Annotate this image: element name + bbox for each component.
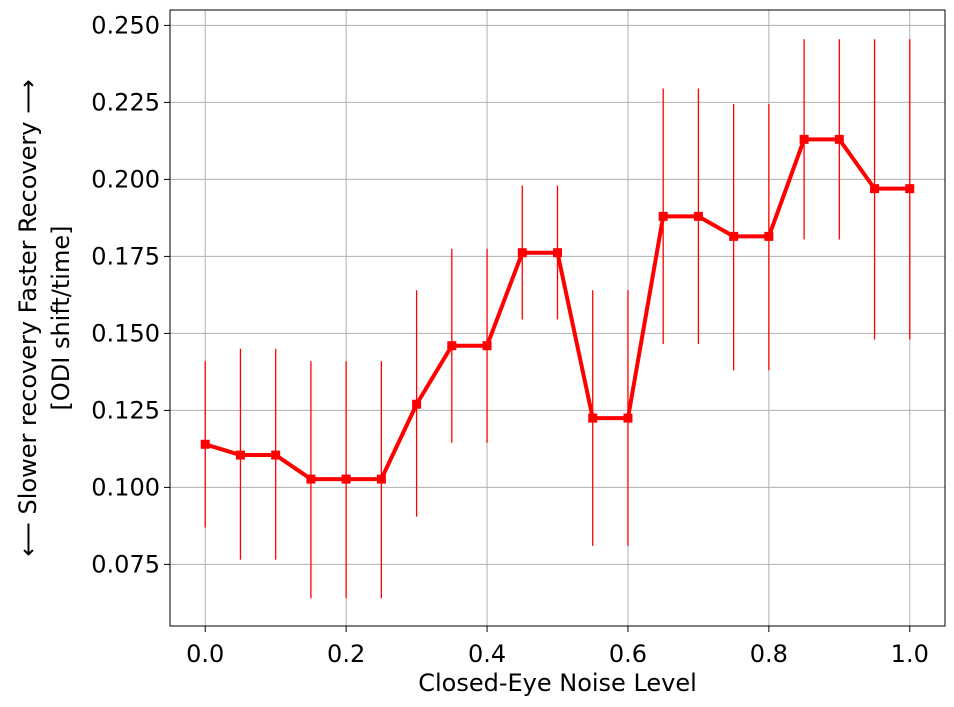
y-axis-label-line1: ⟵ Slower recovery Faster Recovery ⟶	[14, 80, 42, 557]
x-tick-label: 0.0	[186, 640, 224, 668]
x-tick-label: 0.4	[468, 640, 506, 668]
data-point	[870, 184, 880, 194]
x-axis-label: Closed-Eye Noise Level	[418, 669, 697, 697]
plot-frame	[169, 9, 946, 627]
data-point	[200, 439, 210, 449]
data-point	[376, 474, 386, 484]
series-layer	[200, 134, 915, 484]
data-point	[623, 413, 633, 423]
x-tick-label: 0.2	[327, 640, 365, 668]
data-point	[658, 211, 668, 221]
y-tick-label: 0.125	[91, 396, 160, 424]
ticks	[164, 24, 911, 632]
data-point	[271, 450, 281, 460]
data-point	[482, 341, 492, 351]
data-point	[905, 184, 915, 194]
data-point	[447, 341, 457, 351]
x-tick-labels: 0.0 0.2 0.4 0.6 0.8 1.0	[186, 640, 929, 668]
data-point	[588, 413, 598, 423]
data-point	[341, 474, 351, 484]
y-axis-label-line2: [ODI shift/time]	[47, 226, 75, 411]
x-tick-label: 1.0	[891, 640, 929, 668]
y-tick-label: 0.075	[91, 550, 160, 578]
x-tick-label: 0.6	[609, 640, 647, 668]
data-point	[235, 450, 245, 460]
y-tick-label: 0.100	[91, 473, 160, 501]
data-point	[553, 248, 562, 258]
data-point	[412, 399, 422, 409]
data-point	[729, 231, 739, 241]
y-tick-label: 0.200	[91, 165, 160, 193]
data-point	[517, 248, 527, 258]
y-tick-label: 0.250	[91, 11, 160, 39]
data-point	[306, 474, 316, 484]
x-tick-label: 0.8	[750, 640, 788, 668]
y-tick-label: 0.225	[91, 88, 160, 116]
y-tick-label: 0.150	[91, 319, 160, 347]
y-tick-labels: 0.075 0.100 0.125 0.150 0.175 0.200 0.225 0.250	[91, 11, 160, 578]
data-point	[799, 134, 809, 144]
data-point	[834, 134, 844, 144]
error-bars	[204, 39, 911, 599]
data-point	[764, 231, 774, 241]
y-tick-label: 0.175	[91, 242, 160, 270]
data-point	[693, 211, 703, 221]
